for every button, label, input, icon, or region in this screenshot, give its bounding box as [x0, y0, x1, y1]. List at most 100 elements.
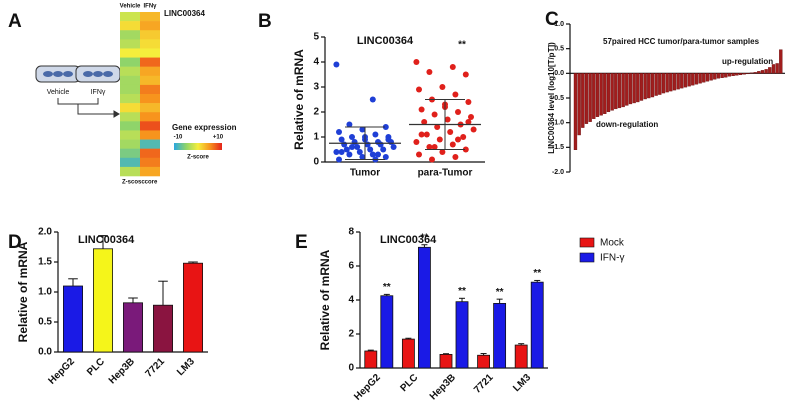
y-tick-label: 2.0	[38, 227, 52, 238]
data-point	[367, 146, 374, 153]
bar	[401, 338, 415, 369]
bar	[599, 73, 603, 116]
x-tick-label: 7721	[472, 372, 496, 396]
heatmap-cell	[120, 30, 140, 40]
bar	[530, 281, 544, 369]
heatmap-cell	[140, 112, 160, 122]
value-annotation: **	[421, 232, 429, 243]
value-annotation: **	[458, 286, 466, 297]
heatmap-cell	[120, 94, 140, 104]
y-axis-label: Relative of mRNA	[318, 249, 332, 350]
bar	[680, 73, 684, 89]
bar	[581, 73, 585, 128]
data-point	[449, 64, 456, 70]
data-point	[382, 154, 389, 160]
panel-letter: D	[8, 232, 22, 253]
colorbar-label: Z-score	[187, 155, 209, 161]
data-point	[413, 59, 420, 65]
heatmap-cell	[120, 103, 140, 113]
heatmap-cell	[120, 75, 140, 86]
bar	[720, 73, 724, 78]
data-point	[385, 136, 392, 143]
data-point	[465, 119, 472, 125]
bar	[152, 304, 173, 353]
bar	[731, 73, 735, 77]
panel-letter: E	[295, 232, 308, 253]
y-tick-label: 1.0	[38, 287, 52, 298]
bar	[588, 73, 592, 122]
data-point	[380, 146, 387, 153]
colorbar-tick-label: +10	[213, 135, 224, 141]
x-tick-label: Tumor	[350, 168, 380, 179]
data-point	[349, 144, 355, 150]
x-tick-label: PLC	[85, 356, 107, 378]
value-annotation: **	[383, 282, 391, 293]
bar	[417, 246, 431, 369]
data-point	[426, 69, 433, 75]
data-point	[369, 96, 376, 103]
x-tick-label: HepG2	[352, 372, 383, 403]
x-axis-label: Z-scosccore	[122, 180, 158, 186]
heatmap-cell	[120, 66, 140, 77]
data-point	[382, 124, 389, 130]
bar	[93, 248, 114, 353]
data-point	[426, 144, 433, 150]
x-tick-label: Hep3B	[428, 372, 458, 402]
bar	[625, 73, 629, 106]
bar	[621, 73, 625, 108]
data-point	[465, 99, 472, 105]
y-tick-label: 0	[348, 363, 354, 374]
bar	[694, 73, 699, 85]
heatmap-cell	[140, 130, 160, 140]
data-point	[470, 126, 477, 133]
bar	[691, 73, 695, 86]
bar	[573, 73, 578, 151]
bar	[702, 73, 706, 83]
column-label: Vehicle	[120, 4, 141, 10]
bar	[614, 73, 618, 110]
connector	[57, 98, 114, 115]
bar	[658, 73, 662, 95]
y-tick-label: 1.5	[38, 257, 52, 268]
data-point	[333, 61, 340, 68]
data-point	[413, 139, 420, 145]
heatmap-cell	[120, 57, 140, 67]
bar	[709, 73, 713, 81]
data-point	[452, 154, 459, 160]
data-point	[416, 151, 422, 158]
bar	[669, 73, 673, 92]
bar	[760, 70, 765, 74]
data-point	[356, 149, 363, 155]
heatmap-cell	[120, 130, 140, 140]
bar	[643, 73, 647, 100]
legend-label: IFN-γ	[600, 253, 624, 264]
data-point	[460, 134, 467, 140]
bar	[577, 73, 581, 136]
heatmap-cell	[140, 39, 160, 49]
data-point	[436, 136, 443, 143]
y-tick-label: -2.0	[552, 169, 564, 176]
heatmap-cell	[140, 103, 160, 113]
row-label: LINC00364	[164, 9, 205, 18]
bar	[716, 73, 721, 79]
bar	[650, 73, 655, 98]
heatmap-cell	[140, 48, 160, 58]
heatmap-cell	[140, 94, 160, 104]
bar	[123, 302, 144, 353]
panel-letter: A	[8, 11, 22, 32]
heatmap-cell	[140, 157, 160, 168]
bar	[654, 73, 658, 96]
y-tick-label: 8	[348, 227, 354, 238]
y-tick-label: 0.0	[554, 70, 564, 77]
bar	[364, 350, 378, 369]
bar	[628, 73, 633, 105]
bar	[182, 262, 203, 353]
data-point	[369, 151, 376, 158]
data-point	[447, 129, 454, 135]
y-tick-label: 5	[313, 32, 319, 43]
bar	[380, 295, 394, 369]
bar	[595, 73, 600, 117]
heatmap-cell	[140, 66, 160, 77]
